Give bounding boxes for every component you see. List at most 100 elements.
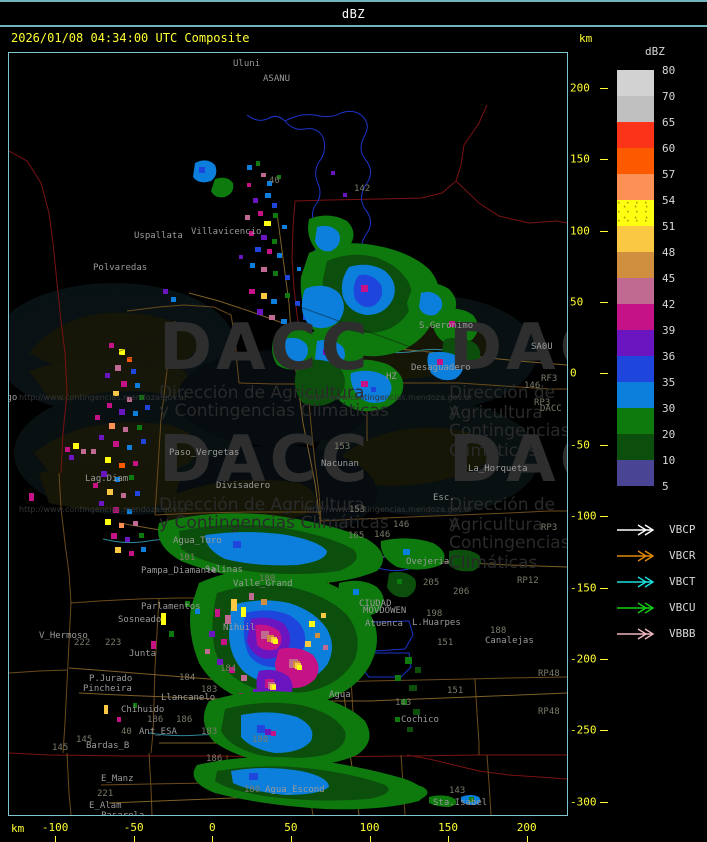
colorbar-swatch[interactable] <box>617 356 654 382</box>
colorbar-level-label: 48 <box>662 246 676 259</box>
x-axis-tick-label: 150 <box>438 821 459 834</box>
arrow-icon <box>617 576 655 588</box>
y-axis-tick-mark <box>600 516 608 518</box>
colorbar-swatch[interactable] <box>617 252 654 278</box>
colorbar-swatch[interactable] <box>617 434 654 460</box>
colorbar-swatch[interactable] <box>617 226 654 252</box>
x-axis-tick-label: 50 <box>284 821 298 834</box>
x-axis-tick-mark <box>133 836 135 842</box>
colorbar-swatch[interactable] <box>617 408 654 434</box>
y-axis-tick-label: 50 <box>570 295 584 309</box>
map-label: Agua_Toro <box>173 536 222 546</box>
colorbar-level-label: 80 <box>662 64 676 77</box>
map-label: Agua_Escond <box>265 785 325 795</box>
y-axis-tick-label: -200 <box>570 652 597 666</box>
map-label: Cochico <box>401 715 439 725</box>
y-axis-tick-label: 0 <box>570 366 577 380</box>
colorbar-swatch[interactable] <box>617 278 654 304</box>
colorbar-level-label: 54 <box>662 194 676 207</box>
colorbar-swatch[interactable] <box>617 70 654 96</box>
y-axis-tick-label: 150 <box>570 152 590 166</box>
colorbar-swatch[interactable] <box>617 460 654 486</box>
map-label: P.Jurado <box>89 674 133 684</box>
colorbar-level-label: 39 <box>662 324 676 337</box>
y-axis-tick-label: -100 <box>570 509 597 523</box>
map-label: 186 <box>206 754 223 764</box>
colorbar-swatch[interactable] <box>617 382 654 408</box>
map-label: ago <box>9 393 18 403</box>
colorbar-level-label: 5 <box>662 480 669 493</box>
map-label: RP3 <box>534 398 551 408</box>
map-label: Salinas <box>205 565 243 575</box>
radar-plot-canvas[interactable]: DACC DACC Dirección de Agricultura Direc… <box>9 53 567 815</box>
y-axis-tick-label: 200 <box>570 81 590 95</box>
colorbar-level-label: 57 <box>662 168 676 181</box>
colorbar-swatch[interactable] <box>617 174 654 200</box>
y-axis-tick-mark <box>600 301 608 303</box>
map-label: Divisadero <box>216 481 271 491</box>
map-label: Uspallata <box>134 231 183 241</box>
map-label: 40 <box>269 176 280 186</box>
colorbar-level-label: 42 <box>662 298 676 311</box>
map-label: 151 <box>437 638 454 648</box>
map-label: 180 <box>244 785 261 795</box>
colorbar-swatch[interactable] <box>617 96 654 122</box>
map-label: Parlamentos <box>141 602 201 612</box>
colorbar-swatch[interactable] <box>617 122 654 148</box>
map-label: 146 <box>393 520 410 530</box>
legend-row: VBBB <box>617 622 707 648</box>
radar-echo-midleft <box>29 289 176 556</box>
map-label: Llancanelo <box>161 693 216 703</box>
map-label: RF3 <box>541 374 558 384</box>
colorbar-level-label: 30 <box>662 402 676 415</box>
map-label: Ovejeria <box>406 557 450 567</box>
map-label: 145 <box>76 735 93 745</box>
x-axis-tick-label: 100 <box>359 821 380 834</box>
map-label: Pampa_Diamante <box>141 566 217 576</box>
radar-echo-northeast <box>193 160 481 412</box>
map-label: 186 <box>176 715 193 725</box>
map-label: 221 <box>97 789 114 799</box>
colorbar-swatch[interactable] <box>617 200 654 226</box>
map-label: Agua <box>329 690 351 700</box>
radar-echo-north <box>239 161 347 328</box>
colorbar-swatch[interactable] <box>617 304 654 330</box>
x-axis-tick-mark <box>290 836 292 842</box>
map-label: Villavicencio <box>191 227 262 237</box>
map-label: HZ <box>386 372 397 382</box>
radar-plot-frame[interactable]: DACC DACC Dirección de Agricultura Direc… <box>8 52 568 816</box>
map-label: Sta.Isabel <box>433 798 488 808</box>
y-axis-tick-label: -300 <box>570 795 597 809</box>
header-row: 2026/01/08 04:34:00 UTC Composite km <box>0 29 707 51</box>
map-label: 184 <box>220 664 237 674</box>
map-label: Nacunan <box>321 459 359 469</box>
colorbar-level-label: 35 <box>662 376 676 389</box>
colorbar-swatch[interactable] <box>617 148 654 174</box>
y-axis-tick-mark <box>600 373 608 375</box>
y-axis-unit-label: km <box>579 32 593 45</box>
map-label: 165 <box>348 531 365 541</box>
colorbar-swatches[interactable] <box>617 70 654 486</box>
map-label: 198 <box>426 609 443 619</box>
map-label: RP12 <box>517 576 539 586</box>
y-axis: 200 150 100 50 0 -50 -100 -150 -200 -250 -300 <box>568 52 612 816</box>
arrow-icon <box>617 602 655 614</box>
x-axis-tick-mark <box>369 836 371 842</box>
arrow-icon <box>617 628 655 640</box>
map-label: La_Horqueta <box>468 464 528 474</box>
map-label: 180 <box>259 574 276 584</box>
map-label: Lag.Diam <box>85 474 129 484</box>
map-label: 183 <box>201 685 218 695</box>
legend-label: VBCU <box>669 601 696 614</box>
colorbar-swatch[interactable] <box>617 330 654 356</box>
map-label: Atuenca <box>365 619 403 629</box>
map-label: Chihuido <box>121 705 165 715</box>
y-axis-tick-label: -50 <box>570 438 590 452</box>
map-label: 188 <box>490 626 507 636</box>
map-label: 153 <box>334 442 351 452</box>
x-axis-tick-mark <box>448 836 450 842</box>
window-title: dBZ <box>341 6 366 21</box>
map-label: Sosneado <box>118 615 162 625</box>
map-label: 142 <box>354 184 371 194</box>
